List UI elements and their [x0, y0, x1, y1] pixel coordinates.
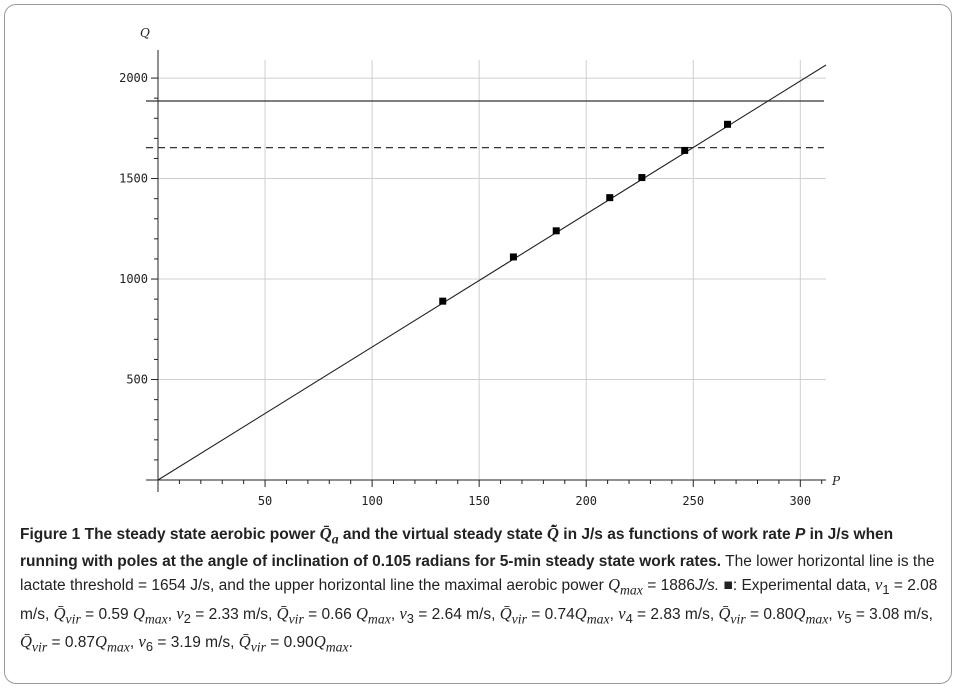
x-tick-label: 250	[682, 494, 704, 508]
experimental-points	[439, 120, 732, 305]
caption-body: The lower horizontal line is the lactate…	[20, 553, 938, 655]
data-point	[606, 194, 614, 202]
y-axis-label: Q	[140, 26, 150, 40]
x-tick-label: 200	[575, 494, 597, 508]
axes	[146, 50, 826, 492]
x-tick-label: 300	[789, 494, 811, 508]
x-tick-label: 100	[361, 494, 383, 508]
tick-labels: 50 100 150 200 250 300 500 1000 1500 2000	[119, 71, 811, 508]
data-point	[552, 227, 560, 235]
figure-caption: Figure 1 The steady state aerobic power …	[20, 522, 940, 658]
data-point	[509, 253, 517, 261]
tick-marks	[151, 77, 823, 487]
grid-lines	[158, 60, 826, 480]
chart-plot: 50 100 150 200 250 300 500 1000 1500 2000 P Q	[119, 26, 841, 508]
x-tick-label: 50	[258, 494, 272, 508]
y-tick-label: 1500	[119, 172, 148, 186]
data-point	[724, 120, 732, 128]
figure-frame	[4, 4, 952, 684]
caption-title: Figure 1 The steady state aerobic power …	[20, 524, 894, 571]
x-tick-label: 150	[468, 494, 490, 508]
y-tick-label: 500	[126, 373, 148, 387]
fit-line-group	[157, 64, 827, 481]
data-point	[638, 174, 646, 182]
data-point	[439, 297, 447, 305]
y-tick-label: 1000	[119, 272, 148, 286]
data-point	[681, 146, 689, 154]
fit-line	[157, 64, 827, 481]
y-tick-label: 2000	[119, 71, 148, 85]
threshold-lines	[146, 100, 824, 149]
x-axis-label: P	[831, 474, 841, 488]
